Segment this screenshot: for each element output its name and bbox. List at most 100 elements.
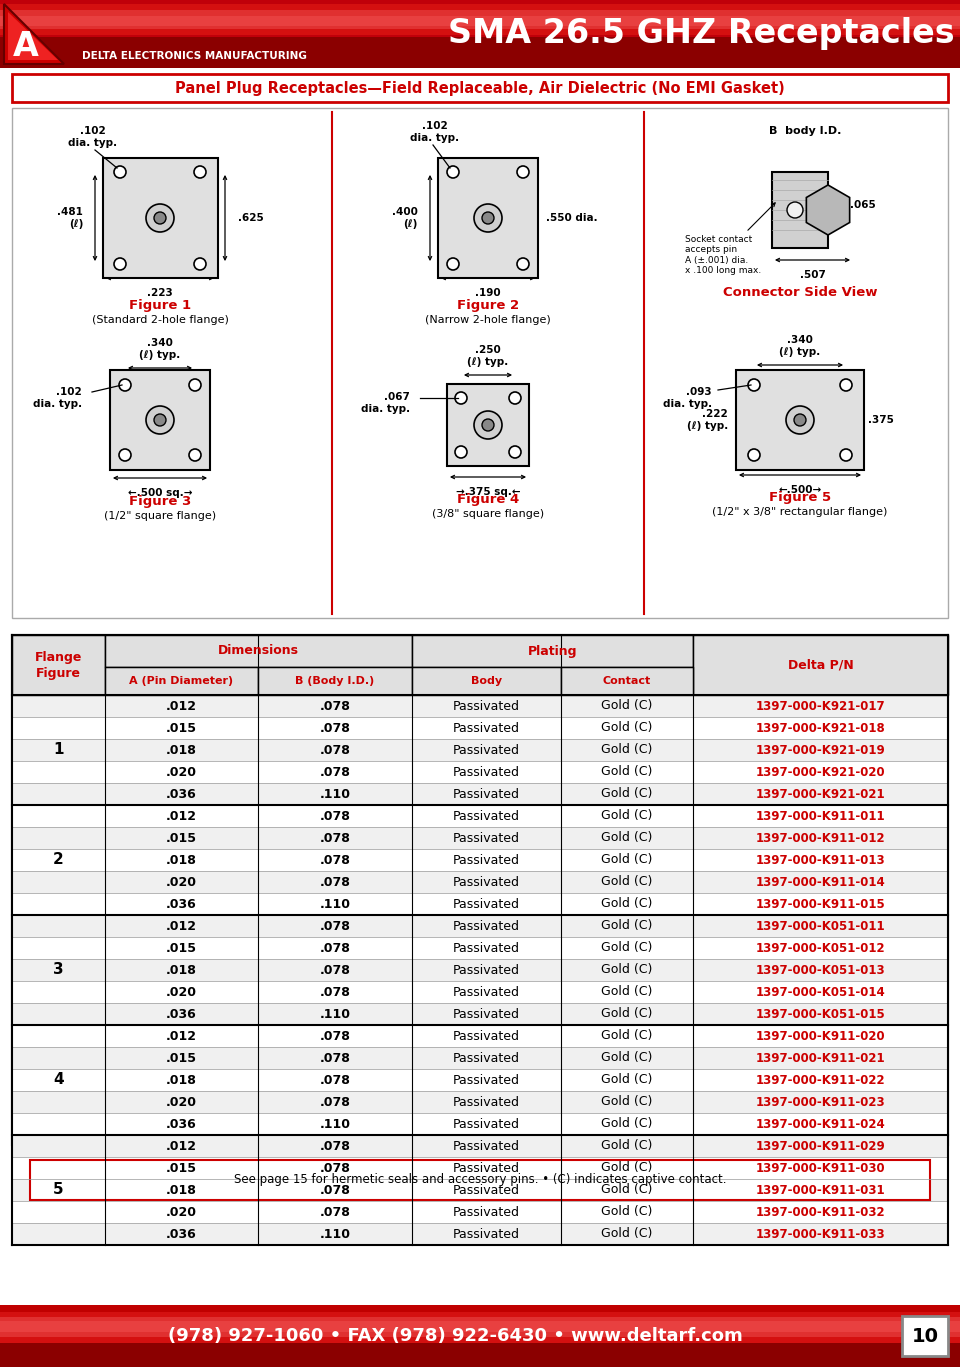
Bar bbox=[12, 1113, 948, 1135]
Bar bbox=[12, 636, 105, 694]
Text: .036: .036 bbox=[166, 1228, 197, 1240]
Text: B (Body I.D.): B (Body I.D.) bbox=[296, 677, 374, 686]
Bar bbox=[12, 1135, 948, 1156]
Circle shape bbox=[194, 258, 206, 271]
Text: Gold (C): Gold (C) bbox=[601, 700, 653, 712]
Text: (978) 927-1060 • FAX (978) 922-6430 • www.deltarf.com: (978) 927-1060 • FAX (978) 922-6430 • ww… bbox=[168, 1327, 742, 1345]
Text: .093
dia. typ.: .093 dia. typ. bbox=[662, 387, 712, 409]
Text: (Narrow 2-hole flange): (Narrow 2-hole flange) bbox=[425, 314, 551, 325]
Text: Gold (C): Gold (C) bbox=[601, 1051, 653, 1065]
Circle shape bbox=[787, 202, 803, 217]
Text: .020: .020 bbox=[166, 986, 197, 998]
Bar bbox=[412, 636, 693, 667]
Text: 1397-000-K911-022: 1397-000-K911-022 bbox=[756, 1073, 885, 1087]
Text: 1397-000-K921-019: 1397-000-K921-019 bbox=[756, 744, 885, 756]
Text: 1397-000-K921-021: 1397-000-K921-021 bbox=[756, 787, 885, 801]
Text: Gold (C): Gold (C) bbox=[601, 1184, 653, 1196]
Text: Gold (C): Gold (C) bbox=[601, 1140, 653, 1152]
Text: 1397-000-K911-023: 1397-000-K911-023 bbox=[756, 1095, 885, 1109]
Circle shape bbox=[748, 379, 760, 391]
Text: .036: .036 bbox=[166, 1007, 197, 1021]
Text: .078: .078 bbox=[320, 1051, 350, 1065]
Bar bbox=[693, 636, 948, 694]
Bar bbox=[12, 1069, 948, 1091]
Text: 1397-000-K921-020: 1397-000-K921-020 bbox=[756, 766, 885, 778]
Text: Passivated: Passivated bbox=[453, 787, 520, 801]
Text: .481
(ℓ): .481 (ℓ) bbox=[58, 208, 83, 228]
Text: .110: .110 bbox=[320, 787, 350, 801]
Circle shape bbox=[517, 165, 529, 178]
Text: Passivated: Passivated bbox=[453, 920, 520, 932]
Text: .340
(ℓ) typ.: .340 (ℓ) typ. bbox=[139, 339, 180, 360]
Bar bbox=[12, 108, 948, 618]
Text: .110: .110 bbox=[320, 1117, 350, 1131]
Circle shape bbox=[119, 379, 131, 391]
Circle shape bbox=[114, 258, 126, 271]
Text: Passivated: Passivated bbox=[453, 1073, 520, 1087]
Text: .400
(ℓ): .400 (ℓ) bbox=[392, 208, 418, 228]
Text: .078: .078 bbox=[320, 744, 350, 756]
Text: 1397-000-K911-015: 1397-000-K911-015 bbox=[756, 898, 885, 910]
Text: .078: .078 bbox=[320, 1029, 350, 1043]
Text: A (Pin Diameter): A (Pin Diameter) bbox=[130, 677, 233, 686]
Text: →.375 sq.←: →.375 sq.← bbox=[456, 487, 520, 498]
Bar bbox=[0, 1305, 960, 1367]
Text: (Standard 2-hole flange): (Standard 2-hole flange) bbox=[91, 314, 228, 325]
Text: .065: .065 bbox=[850, 200, 876, 211]
Text: 4: 4 bbox=[53, 1073, 63, 1088]
Text: .078: .078 bbox=[320, 1206, 350, 1218]
Bar bbox=[12, 740, 948, 761]
Text: .015: .015 bbox=[166, 1051, 197, 1065]
Text: ←.500 sq.→: ←.500 sq.→ bbox=[128, 488, 192, 498]
Circle shape bbox=[474, 411, 502, 439]
Text: .250
(ℓ) typ.: .250 (ℓ) typ. bbox=[468, 346, 509, 366]
Bar bbox=[12, 1047, 948, 1069]
Text: .018: .018 bbox=[166, 744, 197, 756]
Text: .078: .078 bbox=[320, 875, 350, 889]
Circle shape bbox=[146, 406, 174, 433]
Circle shape bbox=[786, 406, 814, 433]
Text: .012: .012 bbox=[166, 1140, 197, 1152]
Bar bbox=[12, 1003, 948, 1025]
Text: B  body I.D.: B body I.D. bbox=[769, 126, 841, 135]
Text: Gold (C): Gold (C) bbox=[601, 898, 653, 910]
Polygon shape bbox=[8, 12, 58, 60]
Bar bbox=[12, 761, 948, 783]
Text: .078: .078 bbox=[320, 942, 350, 954]
Text: .036: .036 bbox=[166, 898, 197, 910]
Text: .012: .012 bbox=[166, 809, 197, 823]
Bar bbox=[12, 1223, 948, 1245]
Text: .102
dia. typ.: .102 dia. typ. bbox=[33, 387, 82, 409]
Circle shape bbox=[794, 414, 806, 427]
Bar bbox=[12, 694, 948, 718]
Text: Figure 5: Figure 5 bbox=[769, 492, 831, 504]
Circle shape bbox=[482, 420, 494, 431]
Text: Figure 4: Figure 4 bbox=[457, 493, 519, 507]
Text: 1397-000-K051-011: 1397-000-K051-011 bbox=[756, 920, 885, 932]
Text: .625: .625 bbox=[238, 213, 264, 223]
Text: Socket contact
accepts pin
A (±.001) dia.
x .100 long max.: Socket contact accepts pin A (±.001) dia… bbox=[685, 202, 775, 275]
Text: 1397-000-K911-031: 1397-000-K911-031 bbox=[756, 1184, 885, 1196]
Text: .067
dia. typ.: .067 dia. typ. bbox=[361, 392, 410, 414]
Bar bbox=[902, 1316, 948, 1356]
Text: 1397-000-K911-024: 1397-000-K911-024 bbox=[756, 1117, 885, 1131]
Text: Gold (C): Gold (C) bbox=[601, 1029, 653, 1043]
Text: 1397-000-K921-017: 1397-000-K921-017 bbox=[756, 700, 885, 712]
Text: Passivated: Passivated bbox=[453, 964, 520, 976]
Circle shape bbox=[146, 204, 174, 232]
Text: Passivated: Passivated bbox=[453, 986, 520, 998]
Text: 1397-000-K911-011: 1397-000-K911-011 bbox=[756, 809, 885, 823]
Bar bbox=[12, 1091, 948, 1113]
Bar bbox=[772, 172, 828, 247]
Bar bbox=[12, 718, 948, 740]
Text: Gold (C): Gold (C) bbox=[601, 875, 653, 889]
Text: Gold (C): Gold (C) bbox=[601, 1073, 653, 1087]
Text: .190: .190 bbox=[475, 288, 501, 298]
Text: Panel Plug Receptacles—Field Replaceable, Air Dielectric (No EMI Gasket): Panel Plug Receptacles—Field Replaceable… bbox=[175, 81, 785, 96]
Text: SMA 26.5 GHZ Receptacles: SMA 26.5 GHZ Receptacles bbox=[448, 18, 955, 51]
Text: Gold (C): Gold (C) bbox=[601, 744, 653, 756]
Text: Gold (C): Gold (C) bbox=[601, 1206, 653, 1218]
Bar bbox=[105, 667, 258, 694]
Bar bbox=[0, 0, 960, 37]
Text: 1397-000-K911-013: 1397-000-K911-013 bbox=[756, 853, 885, 867]
